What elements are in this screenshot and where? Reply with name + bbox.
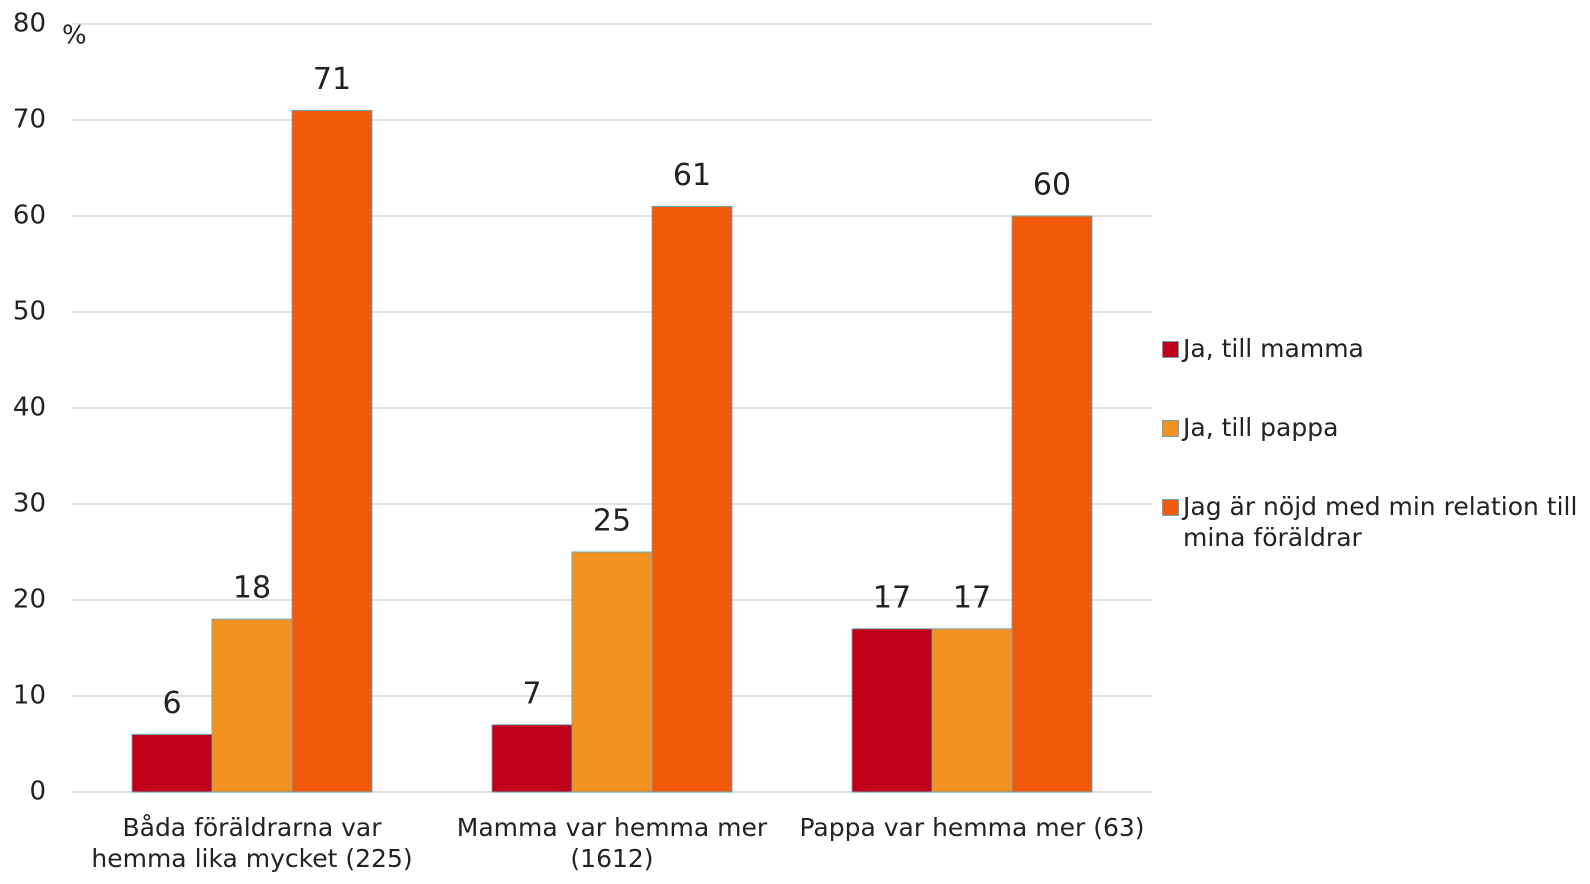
bar: [131, 733, 213, 793]
y-tick-label: 80: [13, 9, 46, 39]
bar: [931, 628, 1013, 793]
bar: [851, 628, 933, 793]
legend-label: Jag är nöjd med min relation till mina f…: [1183, 492, 1578, 552]
data-label: 61: [673, 158, 711, 193]
y-tick-label: 10: [13, 681, 46, 711]
bar: [491, 724, 573, 793]
y-tick-label: 30: [13, 489, 46, 519]
data-label: 60: [1033, 168, 1071, 203]
legend-label: Ja, till mamma: [1183, 334, 1364, 363]
bar: [291, 109, 373, 793]
legend-swatch: [1162, 341, 1179, 358]
y-tick-label: 0: [29, 777, 46, 807]
data-label: 25: [593, 504, 631, 539]
data-label: 17: [873, 580, 911, 615]
x-tick-label: Mamma var hemma mer (1612): [456, 813, 768, 873]
legend-swatch: [1162, 420, 1179, 437]
y-tick-label: 60: [13, 201, 46, 231]
bar: [571, 551, 653, 793]
legend-entry: Ja, till pappa: [1162, 412, 1582, 443]
data-label: 17: [953, 580, 991, 615]
data-label: 7: [522, 676, 541, 711]
data-label: 71: [313, 62, 351, 97]
x-tick-label: Båda föräldrarna var hemma lika mycket (…: [91, 813, 413, 873]
legend-label: Ja, till pappa: [1183, 413, 1339, 442]
y-tick-label: 50: [13, 297, 46, 327]
legend-entry: Ja, till mamma: [1162, 333, 1582, 364]
bar: [651, 205, 733, 793]
y-axis-label: %: [62, 21, 87, 51]
data-label: 6: [162, 686, 181, 721]
bar: [1011, 215, 1093, 793]
legend-swatch: [1162, 499, 1179, 516]
bar: [211, 618, 293, 793]
data-label: 18: [233, 571, 271, 606]
x-tick-label: Pappa var hemma mer (63): [799, 813, 1145, 842]
y-tick-label: 20: [13, 585, 46, 615]
legend-entry: Jag är nöjd med min relation till mina f…: [1162, 491, 1582, 553]
y-tick-label: 70: [13, 105, 46, 135]
y-tick-label: 40: [13, 393, 46, 423]
